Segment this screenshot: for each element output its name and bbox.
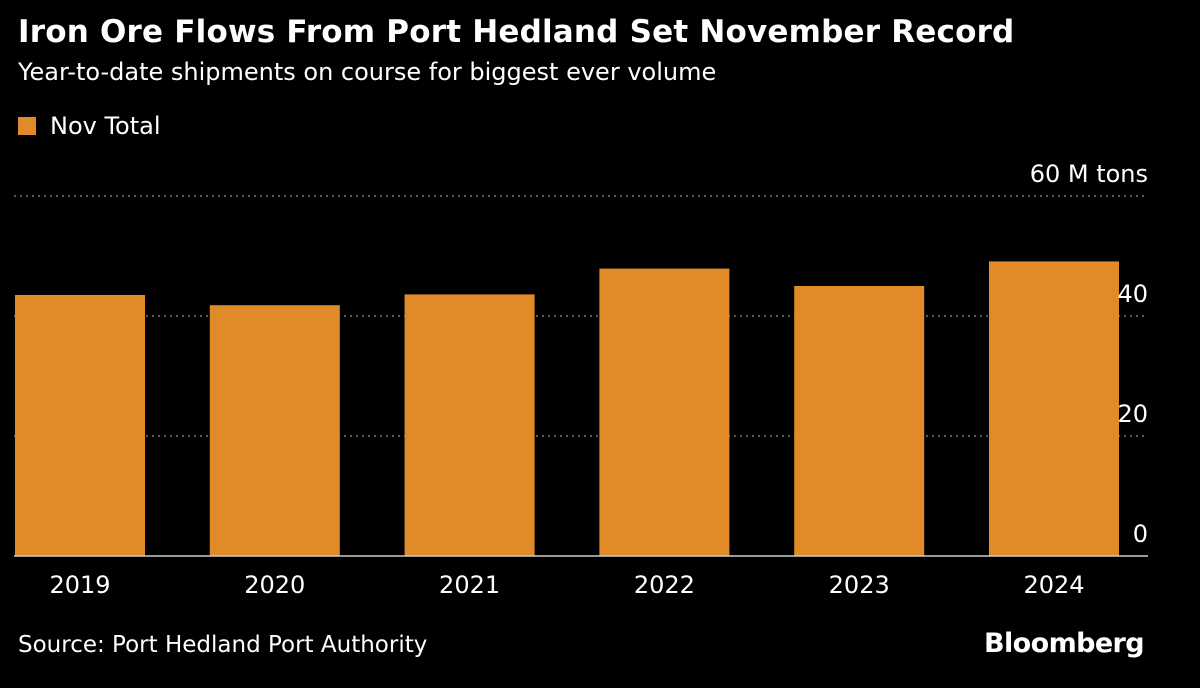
x-tick-label-2022: 2022 [634,571,695,599]
x-tick-label-2023: 2023 [829,571,890,599]
y-tick-label-0: 0 [1133,520,1148,548]
legend: Nov Total [18,112,161,140]
bar-2020 [209,305,340,556]
chart-subtitle: Year-to-date shipments on course for big… [18,58,717,86]
x-tick-label-2024: 2024 [1023,571,1084,599]
y-tick-label-20: 20 [1117,400,1148,428]
y-tick-label-60: 60 M tons [1030,160,1148,188]
legend-label: Nov Total [50,112,161,140]
y-tick-label-40: 40 [1117,280,1148,308]
bar-2024 [989,261,1119,556]
bar-2021 [404,294,535,556]
x-tick-label-2021: 2021 [439,571,500,599]
legend-swatch [18,117,36,135]
bar-2019 [15,295,145,556]
x-tick-label-2019: 2019 [49,571,110,599]
bar-chart: 2019 2020 2021 2022 2023 2024 0 20 40 60 M tons [14,160,1148,599]
x-tick-label-2020: 2020 [244,571,305,599]
bar-2022 [599,268,730,556]
bar-2023 [794,286,925,556]
chart-title: Iron Ore Flows From Port Hedland Set Nov… [18,14,1015,50]
bloomberg-logo: Bloomberg [984,628,1145,659]
source-note: Source: Port Hedland Port Authority [18,632,428,658]
